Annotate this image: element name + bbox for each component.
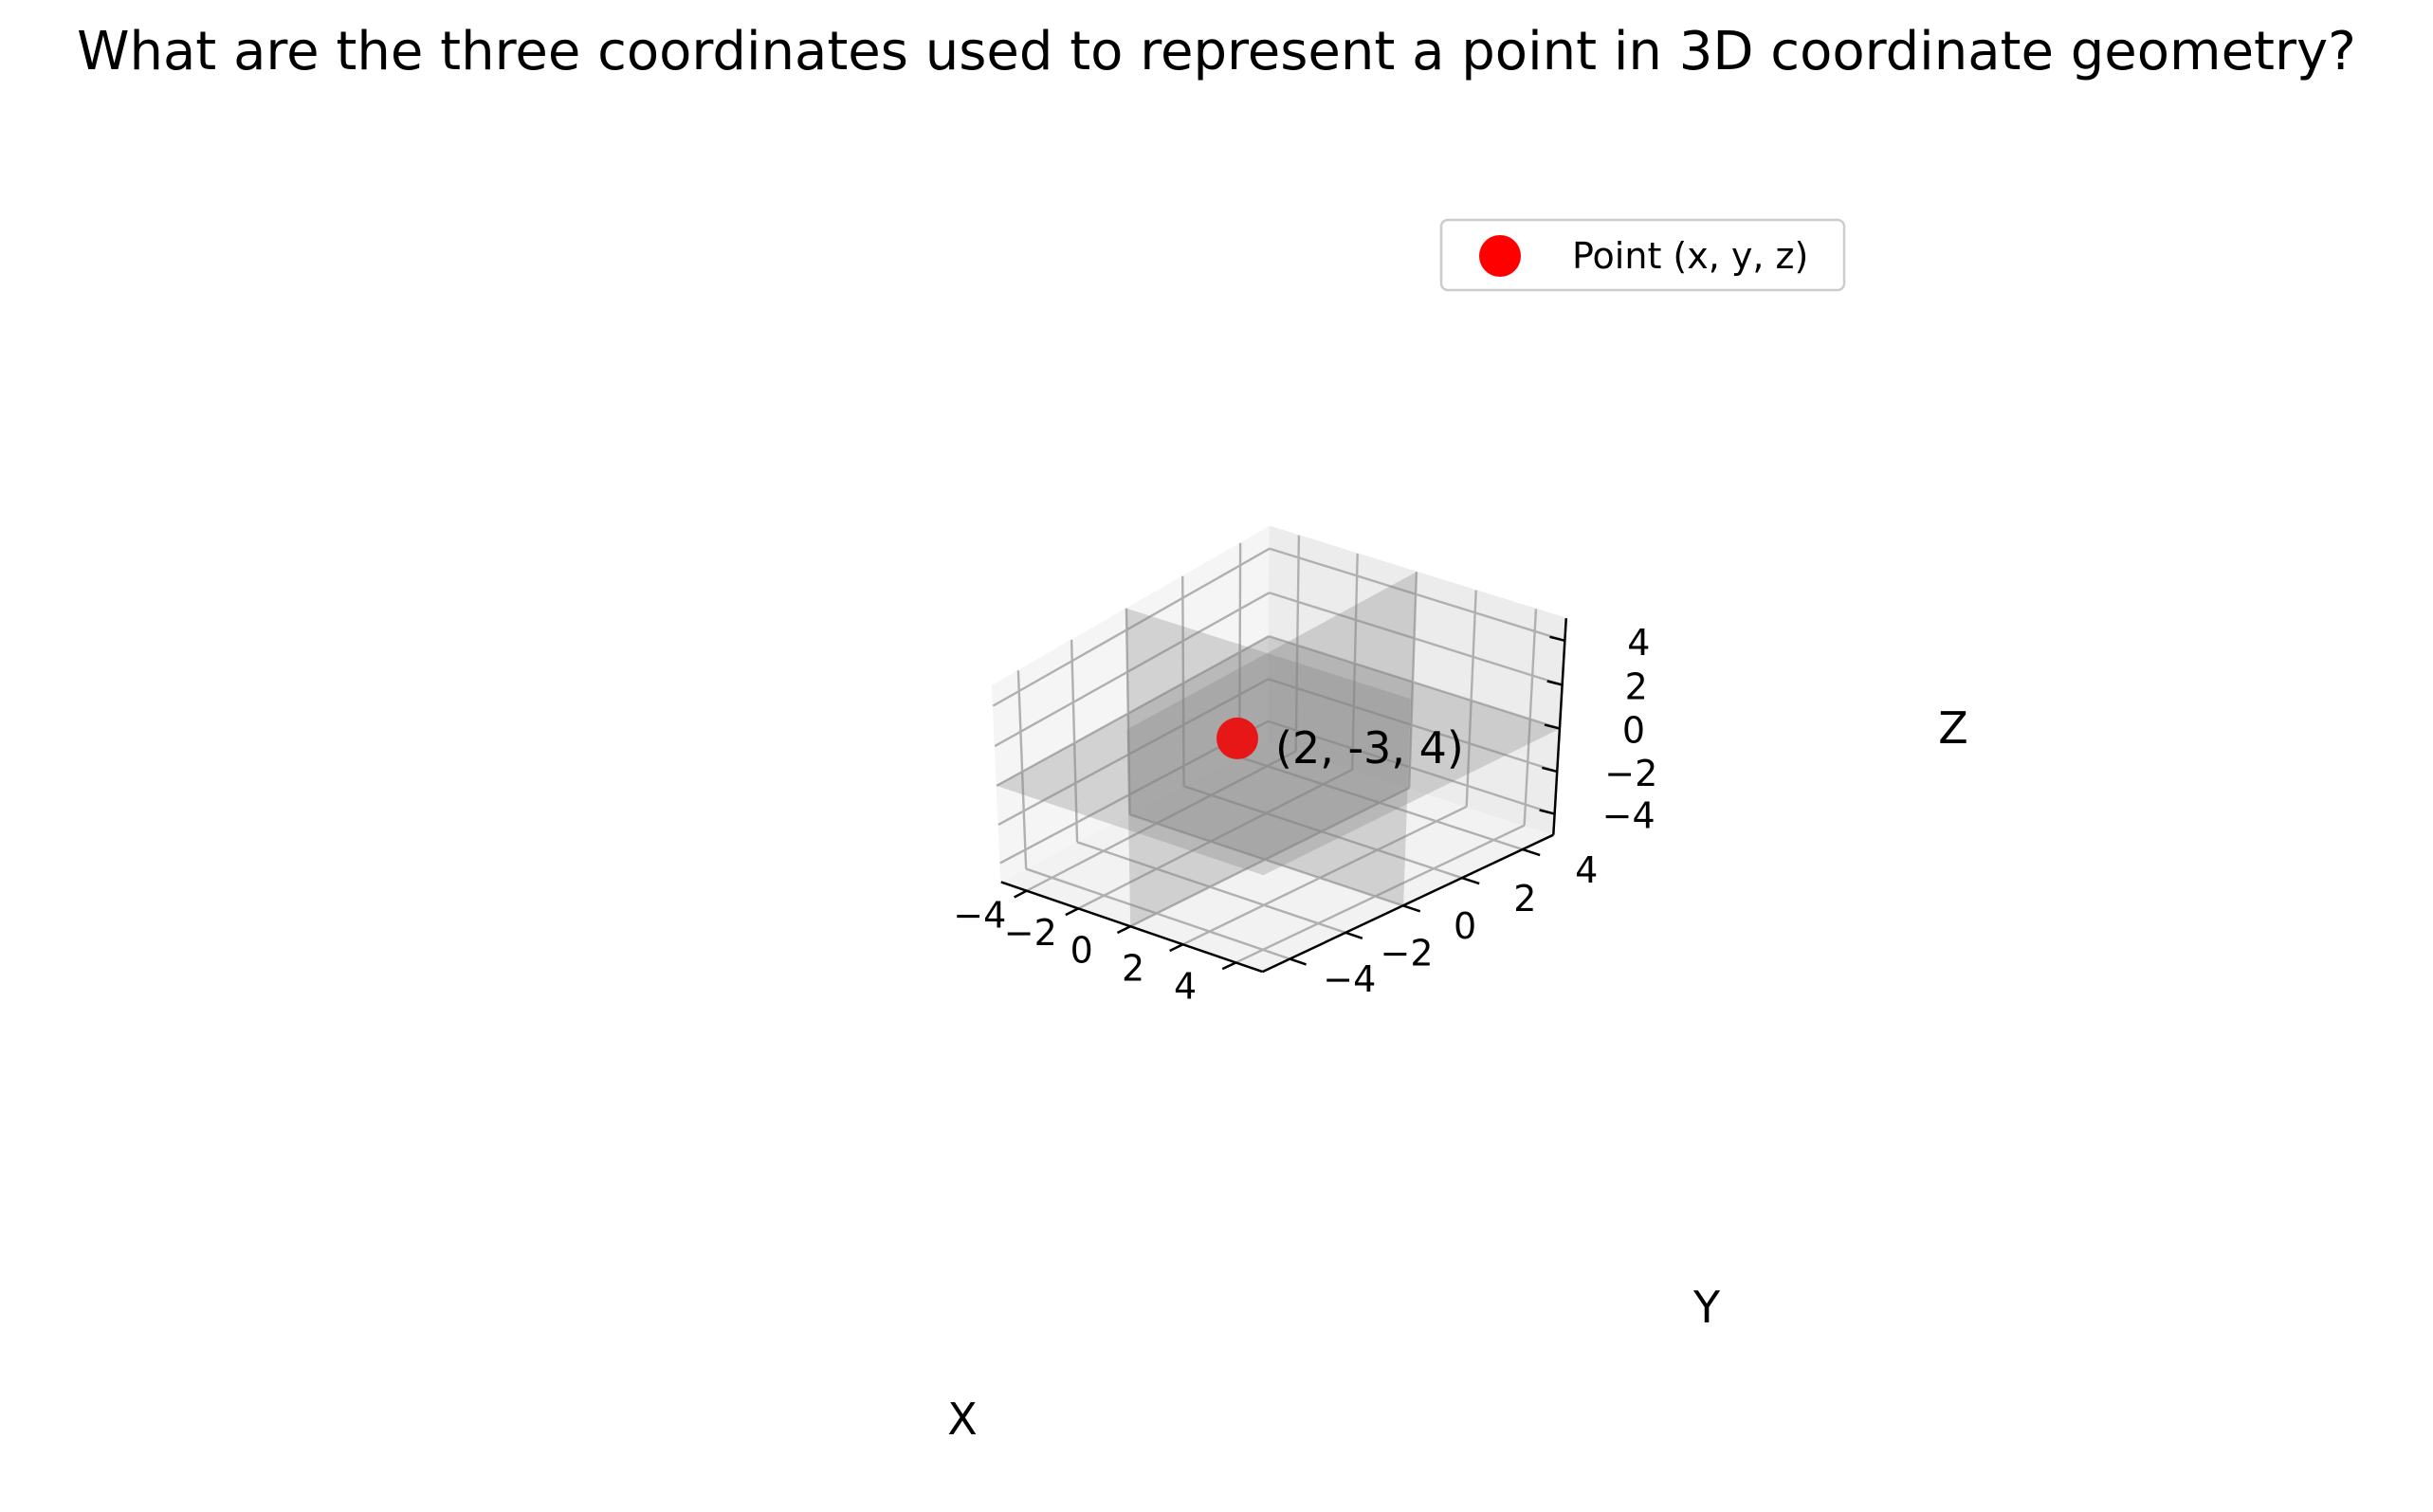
y-tick [1461,876,1480,885]
axis-panes [991,525,1567,973]
y-axis-label: Y [1692,1282,1721,1333]
z-tick-label: −4 [1602,795,1656,837]
grid-line [1077,768,1353,910]
y-tick-label: 2 [1513,878,1536,920]
x-tick-label: −2 [1004,912,1057,954]
grid-line [1016,670,1028,869]
x-tick-label: −4 [953,894,1006,936]
z-tick [1542,766,1558,774]
grid-line [994,592,1271,748]
grid-line [1125,608,1131,815]
legend-label: Point (x, y, z) [1572,235,1808,277]
y-tick-label: 4 [1575,849,1598,891]
plane-xy [997,636,1560,876]
x-tick-label: 0 [1070,930,1093,972]
chart-title: What are the three coordinates used to r… [77,21,2356,82]
z-axis-line [1552,618,1568,835]
grid-line [1523,609,1538,826]
grid-line [1350,553,1359,770]
z-tick [1539,809,1555,815]
x-tick [1116,925,1131,935]
grid-line [1269,592,1564,686]
y-tick-label: −4 [1323,958,1376,1000]
z-tick-label: −2 [1604,753,1657,794]
grid-line [1294,535,1301,752]
y-tick [1290,957,1307,966]
x-axis-label: X [947,1394,978,1445]
grid-line [1235,824,1526,964]
grid-line [1268,635,1561,730]
legend: Point (x, y, z) [1439,218,1846,292]
x-tick [1169,943,1184,953]
z-tick [1549,635,1565,643]
z-tick-label: 4 [1627,622,1650,664]
data-point [1216,717,1258,759]
grid-line [1269,547,1565,642]
grid-line [1267,720,1556,815]
grid-line [1182,805,1468,946]
grid-line [1238,756,1524,851]
grid-line [1465,590,1477,807]
grid-line [1129,787,1410,928]
legend-frame [1439,218,1846,292]
plane-yz [1126,572,1417,927]
grid-line [1183,785,1463,880]
data-points [1216,717,1258,759]
z-tick-label: 2 [1625,666,1648,708]
data-point-shade [1216,717,1258,759]
y-tick-label: −2 [1380,933,1433,975]
y-tick [1522,847,1541,857]
y-tick-label: 0 [1454,905,1476,947]
point-annotation: (2, -3, 4) [1275,722,1464,774]
z-tick [1546,680,1564,686]
x-tick-label: 4 [1174,966,1197,1008]
x-axis-line [1000,881,1263,974]
y-tick [1345,931,1363,939]
x-tick-label: 2 [1122,948,1144,990]
x-tick [1065,907,1079,917]
plane-xz [1125,608,1411,906]
grid-line [997,678,1270,827]
x-tick [1014,889,1028,899]
grid-line [1407,572,1418,789]
grid-lines [992,535,1565,964]
z-axis-label: Z [1938,702,1968,754]
grid-line [1070,639,1079,843]
z-tick-label: 0 [1622,710,1645,752]
grid-line [1129,813,1404,907]
grid-line [992,547,1271,707]
legend-marker [1479,235,1521,277]
y-axis-line [1262,833,1554,974]
coordinate-planes [997,572,1560,927]
grid-line [1076,841,1346,935]
x-tick [1221,961,1236,971]
grid-line [1181,575,1185,787]
y-tick [1402,904,1421,913]
grid-line [1268,678,1558,774]
z-tick [1544,723,1561,730]
grid-line [1026,750,1297,892]
grid-line [996,635,1270,787]
